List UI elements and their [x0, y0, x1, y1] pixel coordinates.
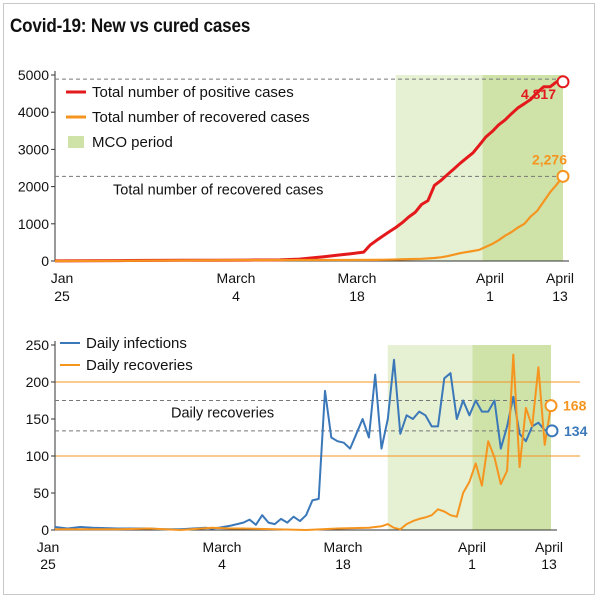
end-marker: [545, 424, 559, 438]
y-tick-label: 150: [26, 411, 50, 427]
x-tick-label-day: 25: [54, 288, 70, 304]
figure-frame: [3, 3, 595, 595]
series-line: [55, 353, 552, 531]
x-tick-label-day: 1: [468, 556, 476, 572]
y-tick-label: 0: [41, 522, 49, 538]
x-tick-label-month: April: [458, 539, 486, 555]
y-tick-label: 3000: [18, 141, 49, 157]
x-tick-label-day: 25: [40, 556, 56, 572]
legend-label: Total number of positive cases: [92, 84, 294, 101]
end-marker: [556, 75, 570, 89]
legend-label: MCO period: [92, 134, 173, 151]
legend-label: Daily infections: [86, 335, 187, 352]
y-tick-label: 0: [41, 253, 49, 269]
x-tick-label-month: April: [476, 270, 504, 286]
chart-2: 050100150200250Jan25March4March18April1A…: [26, 335, 588, 572]
end-label: 4,817: [521, 86, 556, 102]
x-tick-label-month: April: [546, 270, 574, 286]
end-marker: [544, 399, 558, 413]
page-title: Covid-19: New vs cured cases: [10, 16, 251, 37]
legend-label: Total number of recovered cases: [92, 109, 310, 126]
y-tick-label: 4000: [18, 104, 49, 120]
end-label: 2,276: [532, 151, 567, 167]
x-tick-label-month: March: [217, 270, 256, 286]
y-tick-label: 5000: [18, 67, 49, 83]
end-label: 134: [564, 423, 588, 439]
y-tick-label: 50: [33, 485, 49, 501]
end-marker: [556, 169, 570, 183]
x-tick-label-month: March: [338, 270, 377, 286]
x-tick-label-day: 13: [541, 556, 557, 572]
x-tick-label-day: 18: [349, 288, 365, 304]
mco-shade-dark: [482, 75, 563, 261]
x-tick-label-day: 1: [486, 288, 494, 304]
y-tick-label: 1000: [18, 216, 49, 232]
reference-line-label: Daily recoveries: [171, 406, 274, 422]
x-tick-label-day: 18: [335, 556, 351, 572]
x-tick-label-day: 4: [218, 556, 226, 572]
chart-1: 0 1000 2000 3000 4000 5000 Jan 25 March 4 March 18 A…: [18, 67, 574, 304]
legend-label: Daily recoveries: [86, 357, 193, 374]
x-tick-label-month: Jan: [37, 539, 60, 555]
x-tick-label-month: March: [203, 539, 242, 555]
y-tick-label: 250: [26, 337, 50, 353]
y-tick-label: 200: [26, 374, 50, 390]
end-label: 168: [563, 398, 587, 414]
y-tick-label: 2000: [18, 179, 49, 195]
reference-line-label: Total number of recovered cases: [113, 182, 323, 198]
series-line: [54, 175, 564, 263]
x-tick-label-month: Jan: [51, 270, 74, 286]
x-tick-label-day: 4: [232, 288, 240, 304]
x-tick-label-day: 13: [552, 288, 568, 304]
x-tick-label-month: April: [535, 539, 563, 555]
legend-swatch-box: [68, 136, 84, 148]
y-tick-label: 100: [26, 448, 50, 464]
x-tick-label-month: March: [324, 539, 363, 555]
